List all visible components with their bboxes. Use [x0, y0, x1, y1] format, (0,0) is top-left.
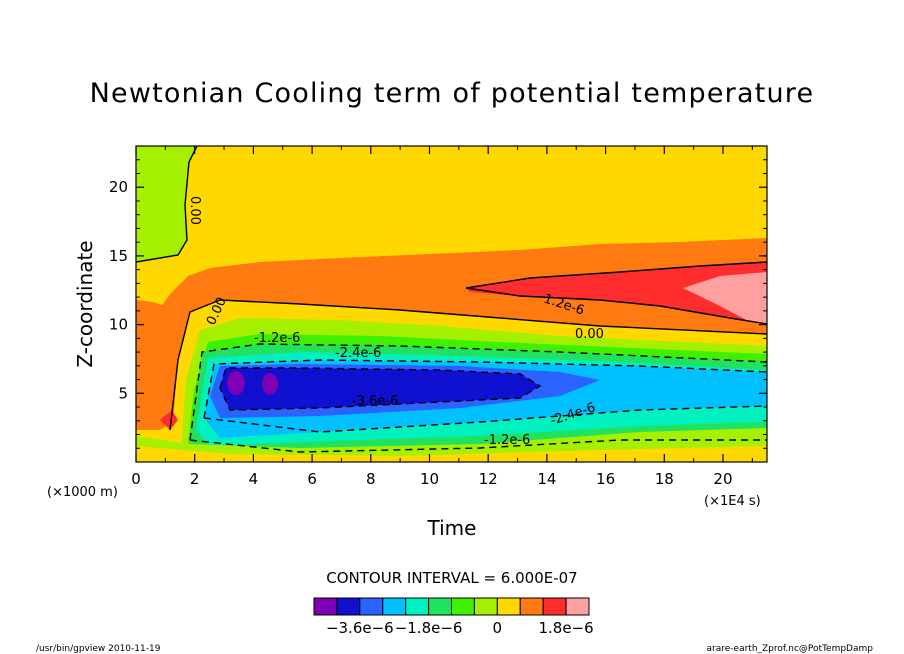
colorbar-swatch [313, 597, 338, 616]
plot-area [136, 146, 767, 462]
field-core-2 [262, 373, 278, 395]
colorbar-swatch [336, 597, 361, 616]
x-tick-label: 16 [596, 470, 615, 488]
x-axis-label: Time [427, 516, 477, 540]
colorbar: −3.6e−6 −1.8e−6 0 1.8e−6 [313, 597, 594, 637]
y-tick-label: 10 [109, 316, 128, 334]
contour-zero-main [169, 299, 767, 431]
field-core-1 [227, 371, 245, 395]
footer-left: /usr/bin/gpview 2010-11-19 [36, 644, 161, 654]
contour-label: 0.00 [187, 196, 202, 225]
contour-zero-left [136, 146, 198, 263]
field-bottom-yellow [136, 446, 767, 462]
y-tick-label: 5 [118, 384, 128, 402]
colorbar-label: −1.8e−6 [395, 619, 463, 637]
colorbar-swatch [359, 597, 384, 616]
contour-neg-2.4 [203, 359, 767, 433]
x-tick-label: 6 [307, 470, 317, 488]
contour-neg-1.2 [189, 343, 767, 453]
x-tick-label: 20 [713, 470, 732, 488]
contour-neg-3.6 [219, 367, 542, 411]
contour-lines [136, 146, 767, 453]
field-band-pink [683, 272, 767, 325]
x-tick-label: 18 [655, 470, 674, 488]
contour-label: -1.2e-6 [484, 433, 530, 448]
x-tick-label: 12 [479, 470, 498, 488]
field-band-dark-blue [220, 368, 540, 410]
colorbar-swatch [428, 597, 453, 616]
colorbar-label: 0 [493, 619, 503, 637]
x-tick-label: 14 [537, 470, 556, 488]
x-tick-label: 4 [249, 470, 259, 488]
x-tick-label: 0 [131, 470, 141, 488]
y-tick-label: 20 [109, 178, 128, 196]
field-red-spot [160, 410, 178, 430]
contour-label: 0.00 [575, 327, 604, 342]
contour-label: -2.4e-6 [335, 346, 381, 361]
contour-interval-text: CONTOUR INTERVAL = 6.000E-07 [326, 569, 577, 587]
y-unit-label: (×1000 m) [47, 485, 118, 500]
colorbar-label: −3.6e−6 [326, 619, 394, 637]
contour-label: -1.2e-6 [254, 331, 300, 346]
y-tick-label: 15 [109, 247, 128, 265]
colorbar-label: 1.8e−6 [538, 619, 593, 637]
contour-pos-1.2 [465, 261, 767, 325]
colorbar-swatch [496, 597, 521, 616]
contour-label: -3.6e-6 [352, 394, 398, 409]
colorbar-swatch [565, 597, 590, 616]
plot-frame [135, 145, 768, 463]
colorbar-swatch [382, 597, 407, 616]
field-band-left-green [136, 146, 197, 262]
colorbar-swatch [473, 597, 498, 616]
colorbar-swatch [542, 597, 567, 616]
x-tick-label: 2 [190, 470, 200, 488]
x-tick-label: 10 [420, 470, 439, 488]
colorbar-swatch [405, 597, 430, 616]
x-axis: 0 2 4 6 8 10 12 14 16 18 20 [131, 146, 753, 488]
x-tick-label: 8 [366, 470, 376, 488]
footer-right: arare-earth_Zprof.nc@PotTempDamp [707, 644, 874, 654]
colorbar-swatch [451, 597, 475, 616]
x-unit-label: (×1E4 s) [704, 494, 761, 509]
y-axis-label: Z-coordinate [73, 240, 97, 367]
chart-title: Newtonian Cooling term of potential temp… [90, 78, 815, 109]
y-axis: 5 10 15 20 [109, 159, 767, 449]
colorbar-swatch [519, 597, 544, 616]
